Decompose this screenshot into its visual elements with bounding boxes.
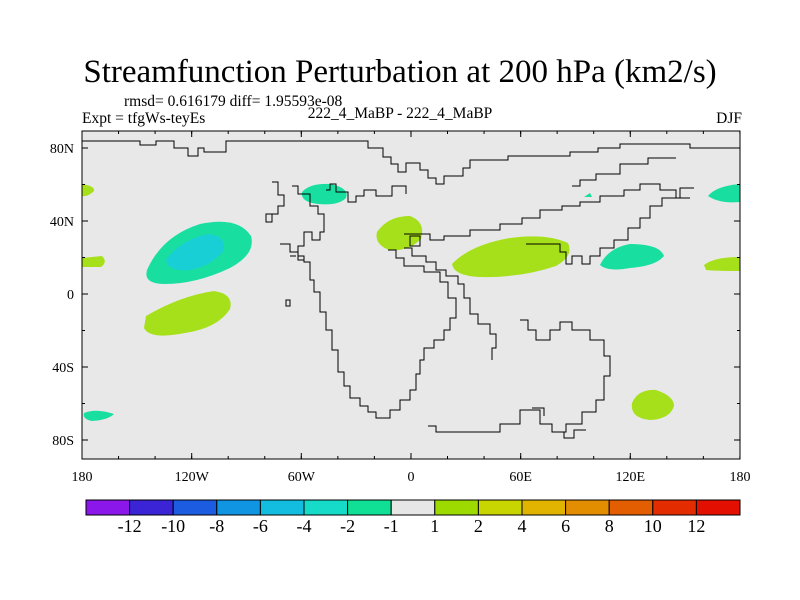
anomaly-blob: [376, 216, 423, 251]
colorbar-box: [521, 499, 567, 516]
eurasia-coast: [326, 183, 690, 241]
colorbar-box: [390, 499, 436, 516]
case-label: 222_4_MaBP - 222_4_MaBP: [307, 105, 493, 122]
anomaly-blob: [704, 257, 740, 271]
plot-title: Streamfunction Perturbation at 200 hPa (…: [83, 54, 717, 90]
colorbar-box: [565, 499, 610, 516]
lat-tick-label: 40S: [52, 361, 74, 376]
lat-tick-label: 40N: [50, 215, 74, 230]
small-island: [285, 299, 291, 307]
colorbar-box: [129, 499, 174, 516]
anomaly-blob: [83, 410, 114, 421]
lon-tick-label: 60W: [288, 470, 316, 485]
colorbar-labels: -12 -10 -8 -6 -4 -2 -1 1 2 4 6 8 10 12: [118, 516, 706, 536]
colorbar-box: [608, 499, 654, 516]
colorbar-label: 10: [644, 516, 662, 536]
anomaly-blob: [166, 234, 225, 271]
negative-anomaly-fills: [83, 183, 740, 421]
lat-tick-label: 0: [67, 288, 74, 303]
colorbar-box: [347, 499, 392, 516]
lat-tick-label: 80N: [50, 142, 74, 157]
lon-tick-label: 120E: [616, 470, 646, 485]
longitude-labels: 180 120W 60W 0 60E 120E 180: [72, 470, 751, 485]
colorbar-box: [172, 499, 218, 516]
anomaly-blob: [631, 389, 674, 420]
colorbar-box: [695, 499, 741, 516]
anomaly-blob: [452, 236, 570, 278]
anomaly-blob: [708, 184, 740, 203]
colorbar-label: 4: [518, 516, 527, 536]
experiment-label: Expt = tfgWs-teyEs: [82, 110, 206, 127]
anomaly-blob: [584, 193, 592, 197]
asia-east-coast: [526, 187, 694, 265]
anomaly-blob: [600, 244, 664, 270]
colorbar-label: 8: [605, 516, 614, 536]
colorbar-box: [434, 499, 479, 516]
small-island: [409, 235, 421, 247]
lat-tick-label: 80S: [52, 434, 74, 449]
colorbar-label: 1: [430, 516, 439, 536]
americas-coast: [265, 181, 457, 419]
colorbar-box: [303, 499, 349, 516]
colorbar-box: [259, 499, 305, 516]
latitude-labels: 80N 40N 0 40S 80S: [50, 142, 74, 449]
stats-label: rmsd= 0.616179 diff= 1.95593e-08: [124, 93, 343, 110]
arctic-coast: [82, 140, 740, 185]
colorbar-label: -10: [161, 516, 185, 536]
colorbar-box: [652, 499, 697, 516]
colorbar-label: 6: [561, 516, 570, 536]
lon-tick-label: 0: [408, 470, 415, 485]
colorbar: [85, 499, 741, 516]
axis-ticks: [81, 131, 741, 459]
africa-coast: [404, 247, 611, 433]
colorbar-label: -6: [253, 516, 268, 536]
lon-tick-label: 60E: [509, 470, 532, 485]
anomaly-blob: [301, 183, 347, 205]
anomaly-blob: [82, 184, 95, 197]
colorbar-label: -8: [209, 516, 224, 536]
antarctic-fragment: [532, 407, 586, 439]
colorbar-label: 12: [687, 516, 705, 536]
east-asia-coast: [572, 157, 676, 187]
colorbar-label: -1: [384, 516, 399, 536]
colorbar-box: [477, 499, 523, 516]
lon-tick-label: 180: [730, 470, 751, 485]
colorbar-label: 2: [474, 516, 483, 536]
anomaly-blob: [82, 256, 105, 267]
colorbar-label: -4: [297, 516, 312, 536]
colorbar-label: -2: [340, 516, 355, 536]
colorbar-box: [85, 499, 131, 516]
colorbar-box: [216, 499, 261, 516]
central-america-coast: [280, 243, 304, 261]
colorbar-label: -12: [118, 516, 142, 536]
map-background: [82, 131, 740, 459]
coastlines: [82, 140, 740, 439]
lon-tick-label: 180: [72, 470, 93, 485]
season-label: DJF: [716, 110, 742, 127]
lon-tick-label: 120W: [175, 470, 210, 485]
anomaly-blob: [144, 291, 231, 336]
positive-anomaly-fills: [82, 184, 740, 420]
